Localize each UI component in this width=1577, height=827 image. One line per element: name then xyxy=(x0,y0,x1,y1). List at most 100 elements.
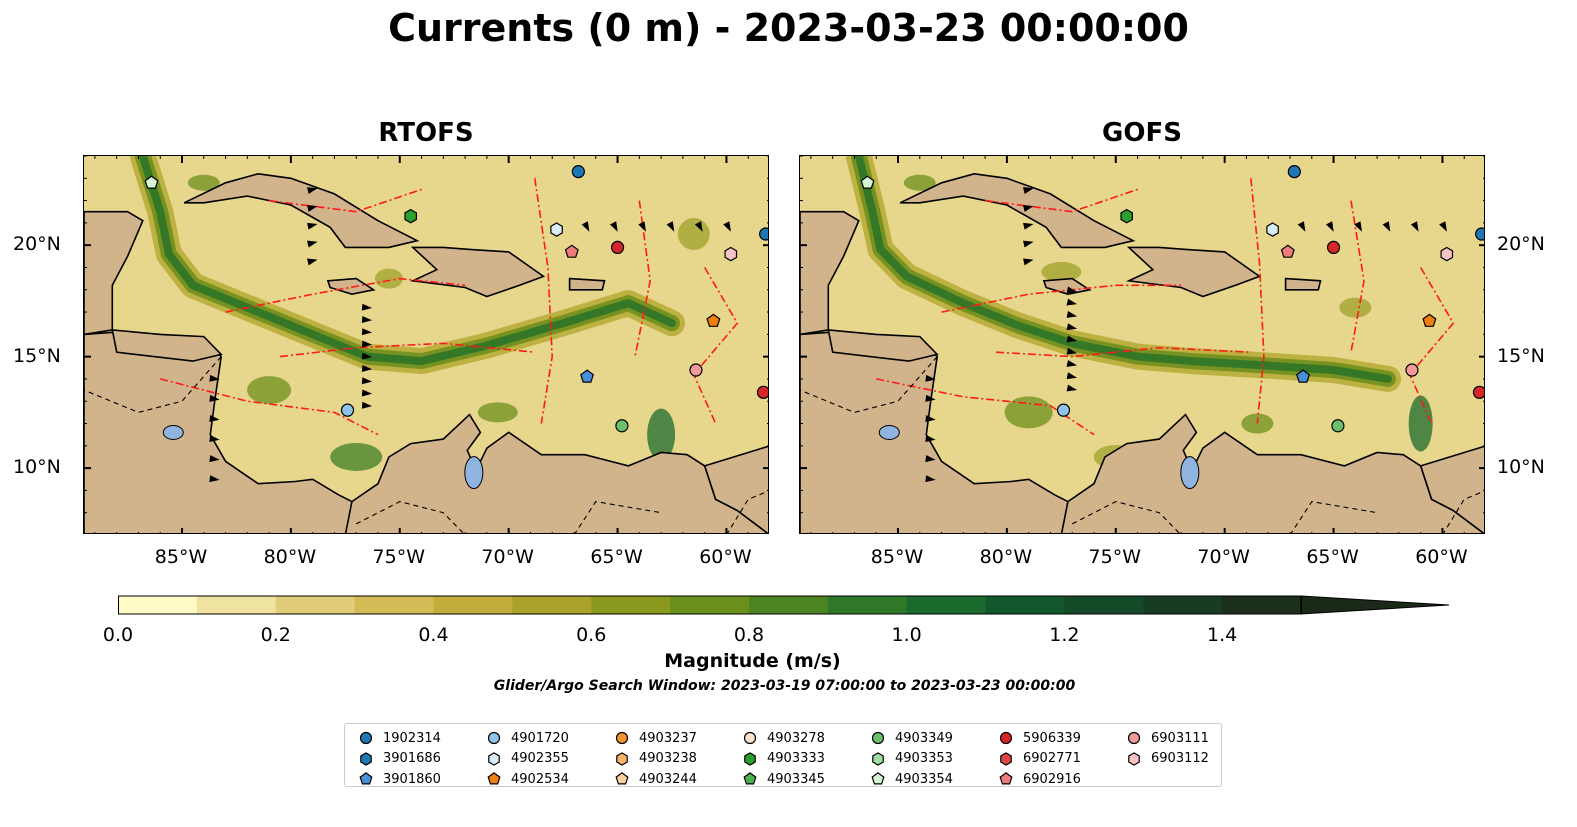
jamaica-land xyxy=(326,277,376,296)
eez-boundary xyxy=(1250,178,1265,424)
country-border xyxy=(800,356,938,413)
legend-entry: 4901720 xyxy=(487,728,569,749)
legend-column: 5906339 6902771 6902916 xyxy=(999,728,1081,790)
streamline-arrow xyxy=(1023,187,1034,194)
streamline-arrow xyxy=(666,221,675,232)
streamline-arrow xyxy=(209,394,220,402)
legend-column: 4903237 4903238 4903244 xyxy=(615,728,697,790)
colorbar-bin xyxy=(985,596,1065,614)
legend-label: 5906339 xyxy=(1023,730,1081,746)
legend-marker xyxy=(1127,732,1141,745)
eez-boundary xyxy=(534,178,554,424)
eez-boundary xyxy=(1408,267,1455,424)
legend-label: 4903237 xyxy=(639,730,697,746)
search-window-note: Glider/Argo Search Window: 2023-03-19 07… xyxy=(493,678,1076,694)
magnitude-patch xyxy=(247,376,292,405)
country-border xyxy=(1071,501,1180,533)
float-marker-6903112 xyxy=(724,246,738,262)
honduras-bay-land xyxy=(111,329,223,362)
legend-marker-6902916 xyxy=(999,772,1013,785)
legend-marker-4902355 xyxy=(488,751,500,766)
latitude-label-left: 15°N xyxy=(13,344,61,367)
streamline-arrow xyxy=(925,455,936,463)
streamline-arrow xyxy=(361,340,373,348)
lake-nicaragua xyxy=(878,424,900,440)
magnitude-patch xyxy=(903,174,936,191)
legend-label: 4901720 xyxy=(511,730,569,746)
legend-label: 4903278 xyxy=(767,730,825,746)
colorbar-tick-label: 0.8 xyxy=(733,624,765,646)
legend-marker-4903353 xyxy=(872,751,884,766)
streamline-arrow xyxy=(1066,372,1078,380)
eez-boundary xyxy=(1350,200,1365,353)
streamline-arrow xyxy=(925,435,936,442)
colorbar-tick-label: 1.2 xyxy=(1049,624,1080,646)
colorbar-bin xyxy=(512,596,592,614)
country-border xyxy=(1442,490,1484,533)
cuba-land xyxy=(899,172,1136,249)
colorbar-bin xyxy=(275,596,356,614)
magnitude-patch xyxy=(1041,261,1082,282)
streamline-arrow xyxy=(209,475,220,483)
lake-nicaragua xyxy=(162,424,184,440)
jamaica-land xyxy=(1042,277,1092,296)
legend-marker-4903349 xyxy=(871,732,885,745)
lake-maracaibo xyxy=(1180,456,1200,490)
magnitude-patch xyxy=(1408,395,1433,452)
legend-marker xyxy=(615,772,629,785)
float-marker-4902355 xyxy=(550,222,563,237)
streamline-arrow xyxy=(361,365,373,372)
magnitude-patch xyxy=(1004,396,1053,429)
colorbar-bin xyxy=(906,596,987,614)
magnitude-patch xyxy=(374,268,403,289)
legend-label: 4903244 xyxy=(639,771,697,787)
streamline-arrow xyxy=(361,389,373,397)
streamline-arrow xyxy=(361,352,373,360)
colorbar-tick-label: 0.6 xyxy=(576,624,607,646)
streamline-arrow xyxy=(361,303,373,311)
colorbar-extend-arrow xyxy=(1300,595,1450,615)
streamline-arrow xyxy=(925,374,936,382)
colorbar-bin xyxy=(1222,596,1302,614)
legend-label: 6902771 xyxy=(1023,751,1081,767)
streamline-arrow xyxy=(1066,286,1078,294)
legend-entry: 4902355 xyxy=(487,749,569,770)
float-marker-6902916 xyxy=(564,244,579,258)
colorbar-bin xyxy=(1143,596,1223,614)
legend-marker-4902534 xyxy=(487,772,501,785)
legend-entry: 6903111 xyxy=(1127,728,1209,749)
legend-marker-1902314 xyxy=(359,732,373,745)
legend-marker xyxy=(744,751,756,766)
south-america-east-land xyxy=(703,445,768,533)
legend-label: 4903333 xyxy=(767,751,825,767)
legend-marker-6902771 xyxy=(1000,751,1012,766)
legend-marker xyxy=(359,772,373,785)
latitude-label-right: 15°N xyxy=(1497,344,1545,367)
streamline-arrow xyxy=(1066,335,1078,343)
legend-marker-6903111 xyxy=(1127,732,1141,745)
longitude-label: 85°W xyxy=(154,546,208,568)
legend-marker-3901686 xyxy=(360,751,372,766)
streamline-arrow xyxy=(1410,221,1419,232)
legend-entry: 3901860 xyxy=(359,769,441,790)
legend-marker-4903354 xyxy=(871,772,885,785)
current-jet xyxy=(138,156,676,366)
legend-entry: 3901686 xyxy=(359,749,441,770)
float-marker-1902314 xyxy=(1287,165,1301,179)
magnitude-patch xyxy=(647,408,676,461)
streamline-arrow xyxy=(638,221,647,232)
eez-boundary xyxy=(225,277,466,313)
eez-boundary xyxy=(692,267,739,424)
magnitude-patch xyxy=(187,174,220,191)
legend-marker xyxy=(743,732,757,745)
latitude-label-right: 20°N xyxy=(1497,233,1545,256)
legend-entry: 4903238 xyxy=(615,749,697,770)
longitude-label: 60°W xyxy=(1415,546,1468,568)
longitude-label: 80°W xyxy=(263,546,317,568)
streamline-arrow xyxy=(694,221,703,232)
float-marker-4902534 xyxy=(1422,313,1437,327)
streamline-arrow xyxy=(581,221,590,232)
colorbar-tick-label: 1.4 xyxy=(1207,624,1238,646)
legend-entry: 4903244 xyxy=(615,769,697,790)
streamline-arrow xyxy=(925,415,936,422)
